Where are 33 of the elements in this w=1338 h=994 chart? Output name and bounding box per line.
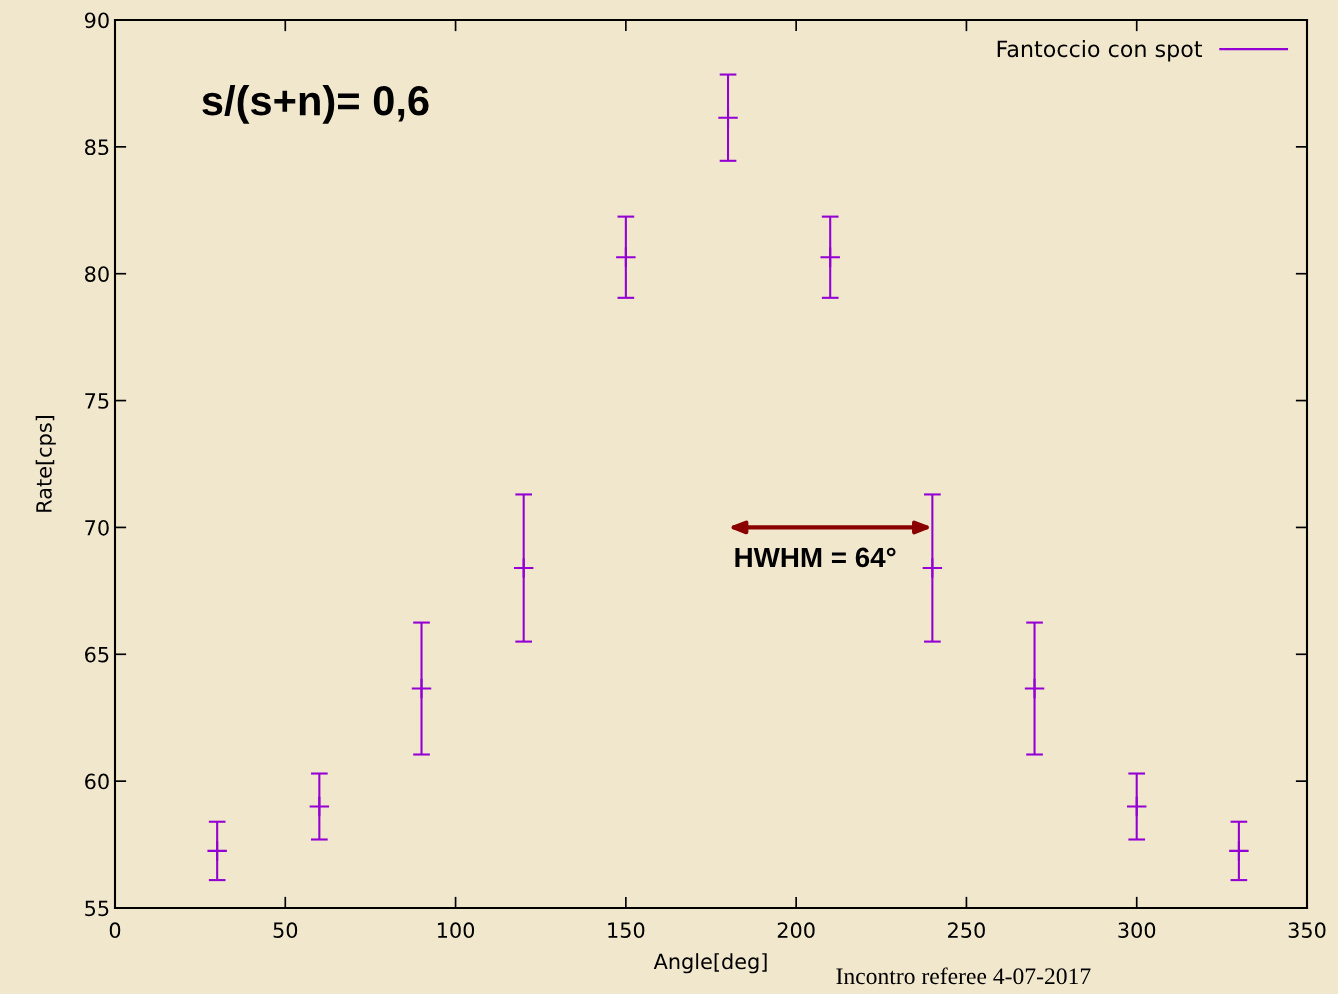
legend-label: Fantoccio con spot [997,40,1203,62]
y-tick-label: 70 [85,519,109,536]
point [206,840,228,862]
y-axis-title: Rate[cps] [35,416,56,512]
y-tick-label: 75 [85,393,109,409]
x-tick-label: 250 [948,922,985,939]
y-tick-label: 55 [85,900,109,917]
x-tick-label: 200 [777,922,815,939]
point [615,246,637,268]
y-tick-label: 85 [85,139,109,156]
x-tick-label: 350 [1288,922,1326,939]
y-tick-label: 65 [85,646,109,663]
point [308,795,331,818]
y-tick-label: 80 [85,266,109,282]
x-tick-label: 0 [109,922,121,939]
point [1228,840,1250,862]
point [1023,677,1046,700]
x-tick-label: 300 [1118,922,1156,939]
annotation: HWHM = 64° [735,547,896,568]
text: Incontro referee 4-07-2017 [836,967,1091,985]
point [819,246,841,268]
y-tick-label: 90 [84,12,109,29]
x-tick-label: 100 [437,922,475,939]
point [410,677,433,700]
x-tick-label: 150 [608,922,645,939]
point [512,557,535,579]
x-tick-label: 50 [273,922,298,939]
annotation: s/(s+n)= 0,6 [202,84,429,124]
point [717,106,739,129]
point [921,557,944,579]
x-axis-title: Angle[deg] [653,953,767,974]
point [1125,795,1148,818]
y-tick-label: 60 [85,773,109,790]
